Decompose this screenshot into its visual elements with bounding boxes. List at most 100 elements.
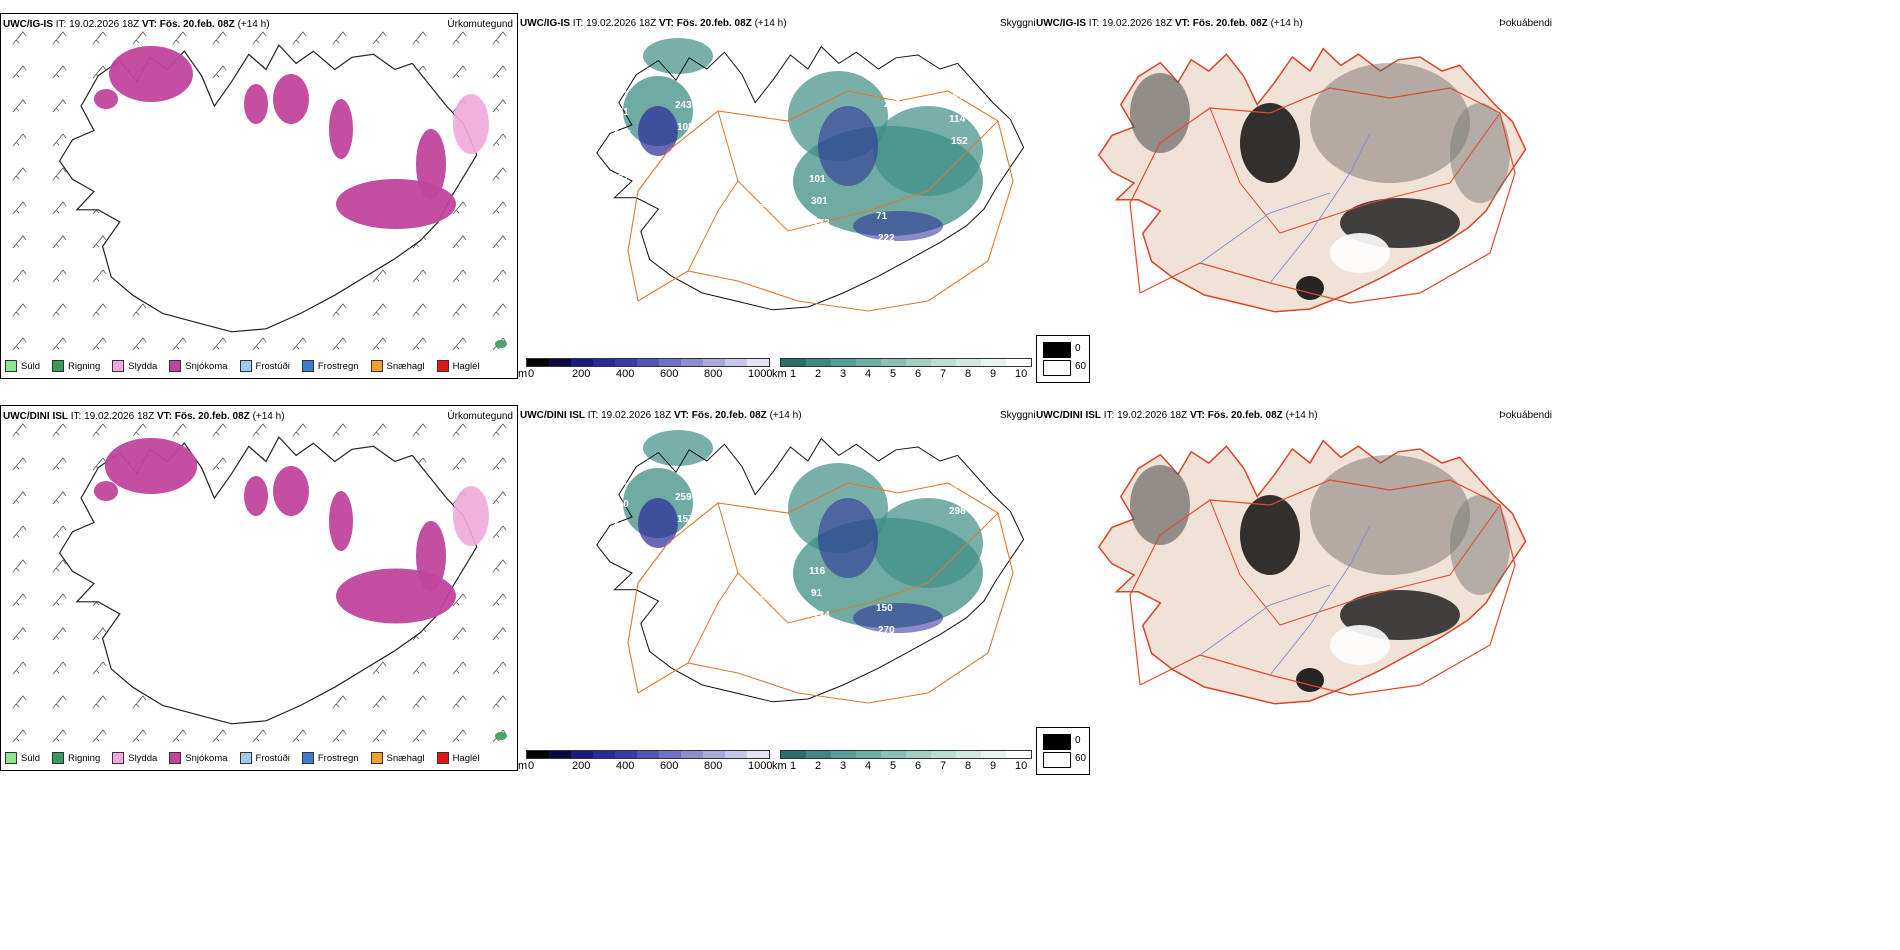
wind-barb (492, 99, 507, 113)
wind-barb (52, 269, 67, 283)
wind-barb (492, 133, 507, 147)
wind-barb (492, 269, 507, 283)
cloud-base-label: 94 (817, 654, 829, 665)
colorbar-tick: 8 (965, 760, 972, 772)
cloud-base-label: 109 (880, 647, 897, 658)
wind-barb (172, 337, 187, 351)
wind-barb (52, 65, 67, 79)
wind-barb (12, 167, 27, 181)
rain-area (495, 340, 507, 348)
cloud-base-label: 194 (742, 137, 759, 148)
wind-barb (332, 31, 347, 45)
cloud-base-label: 437 (748, 203, 765, 214)
wind-barb (12, 491, 27, 505)
wind-barb (412, 729, 427, 743)
cloud-base-label: 86 (681, 166, 693, 177)
cloud-base-label: 161 (614, 521, 631, 532)
legend-swatch (169, 360, 182, 372)
fog-indicator-area (1450, 495, 1510, 595)
wind-barb (12, 303, 27, 317)
wind-barb (292, 337, 307, 351)
wind-barb (132, 337, 147, 351)
panel-title: UWC/IG-IS IT: 19.02.2026 18Z VT: Fös. 20… (520, 18, 787, 29)
road-line (627, 90, 1014, 312)
visibility-colorbar: km 1 2 3 4 5 6 7 8 9 10 (772, 358, 1038, 388)
wind-barb (92, 303, 107, 317)
precip-legend: Súld Rigning Slydda Snjókoma Frostúði Frostre… (5, 752, 480, 764)
legend-label: Snæhagl (386, 360, 425, 372)
wind-barb (372, 695, 387, 709)
wind-barb (12, 337, 27, 351)
wind-barb (212, 457, 227, 471)
legend-label: Frostregn (317, 752, 359, 764)
cloud-base-label: 129 (685, 210, 702, 221)
wind-barb (332, 695, 347, 709)
wind-barb (372, 337, 387, 351)
road-line (717, 110, 999, 232)
wind-barb (452, 303, 467, 317)
colorbar-tick: 400 (616, 368, 635, 380)
cloud-base-label: 90 (683, 188, 695, 199)
snow-area (416, 129, 446, 199)
cloud-base-label: 87 (947, 484, 959, 495)
legend-label: Frostúði (255, 360, 290, 372)
cloud-base-colorbar: m 0 200 400 600 800 1000 (518, 750, 772, 780)
snow-area (109, 46, 193, 102)
legend-item: Frostregn (301, 360, 359, 372)
wind-barb (52, 31, 67, 45)
fog-indicator-area (1240, 103, 1300, 183)
precip-type-panel-2: UWC/DINI ISL IT: 19.02.2026 18Z VT: Fös.… (0, 405, 518, 771)
colorbar-tick: 3 (840, 760, 847, 772)
wind-barb (452, 457, 467, 471)
wind-barb (452, 201, 467, 215)
wind-barb (212, 729, 227, 743)
wind-barb (92, 695, 107, 709)
cloud-base-label: 77 (618, 173, 630, 184)
product-name: Þokuábendi (1499, 410, 1552, 421)
wind-barb (372, 31, 387, 45)
wind-barb (492, 627, 507, 641)
cloud-base-label: 298 (949, 506, 966, 517)
colorbar-tick: 8 (965, 368, 972, 380)
colorbar-tick: 200 (572, 760, 591, 772)
wind-barb (52, 491, 67, 505)
cloud-base-label: 135 (750, 617, 767, 628)
cloud-base-label: 186 (616, 151, 633, 162)
wind-barb (452, 423, 467, 437)
rain-area (495, 732, 507, 740)
legend-swatch (52, 360, 65, 372)
wind-barb (212, 65, 227, 79)
legend-item: Rigning (52, 752, 100, 764)
panel-title: UWC/DINI ISL IT: 19.02.2026 18Z VT: Fös.… (520, 410, 802, 421)
cloud-base-panel-1: UWC/IG-IS IT: 19.02.2026 18Z VT: Fös. 20… (518, 13, 1038, 380)
wind-barb (492, 201, 507, 215)
wind-barb (52, 303, 67, 317)
cloud-base-label: 101 (742, 529, 759, 540)
cloud-base-label: 108 (677, 122, 694, 133)
wind-barb (12, 695, 27, 709)
snow-area (273, 74, 309, 124)
road-line (1209, 499, 1501, 626)
legend-item: Súld (5, 752, 40, 764)
road-line (1269, 524, 1371, 676)
wind-barb (492, 303, 507, 317)
legend-label: Haglél (452, 360, 480, 372)
wind-barb (372, 729, 387, 743)
wind-barb (412, 31, 427, 45)
wind-barb (332, 729, 347, 743)
snow-area (329, 99, 353, 159)
cloud-base-label: 377 (882, 469, 899, 480)
wind-barb (332, 303, 347, 317)
wind-barb (12, 457, 27, 471)
legend-label: Snjókoma (185, 360, 228, 372)
wind-barb (372, 269, 387, 283)
wind-barb (12, 31, 27, 45)
wind-barb (492, 31, 507, 45)
wind-barb (452, 627, 467, 641)
cloud-base-label: 290 (943, 248, 960, 259)
road-line (1269, 132, 1371, 284)
legend-swatch (112, 360, 125, 372)
snow-area (329, 491, 353, 551)
wind-barb (492, 525, 507, 539)
colorbar-tick: 5 (890, 368, 897, 380)
